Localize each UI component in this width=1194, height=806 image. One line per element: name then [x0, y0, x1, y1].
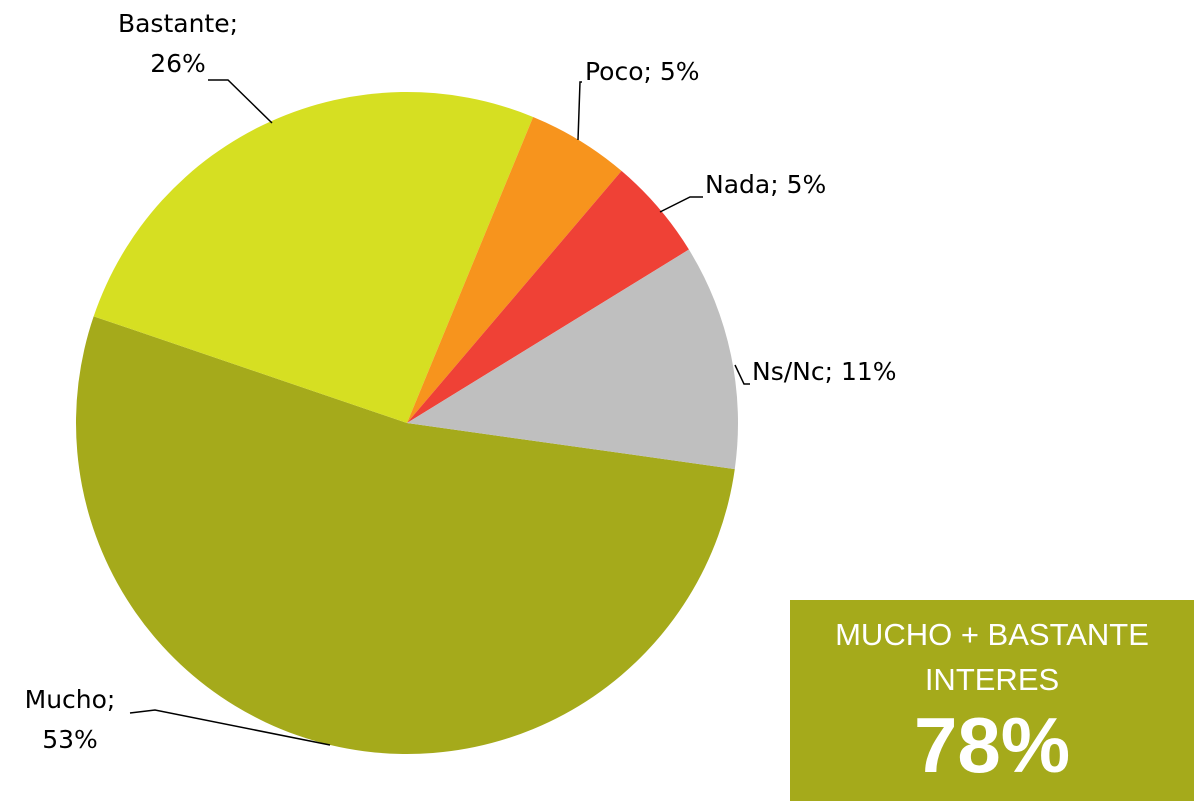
data-label: Mucho; 53%	[25, 685, 116, 754]
data-label-line: Mucho;	[25, 685, 116, 714]
data-label-line: 53%	[42, 725, 98, 754]
callout-line: INTERES	[925, 662, 1059, 697]
pie-slice	[93, 91, 534, 424]
data-label-line: 26%	[150, 49, 206, 78]
leader-line	[208, 79, 273, 124]
data-label: Nada; 5%	[705, 170, 826, 199]
leader-line	[659, 196, 703, 213]
data-label-line: Bastante;	[118, 9, 238, 38]
pie-slice	[407, 249, 738, 470]
callout-box	[790, 600, 1194, 801]
pie-slice	[407, 116, 622, 423]
callout-line: MUCHO + BASTANTE	[835, 617, 1149, 652]
leader-line	[129, 709, 331, 746]
leader-line	[577, 81, 582, 141]
pie-slice	[75, 316, 735, 755]
data-label: Ns/Nc; 11%	[752, 357, 897, 386]
callout-value: 78%	[914, 701, 1070, 789]
callout: MUCHO + BASTANTE INTERES 78%	[790, 600, 1194, 801]
leader-line	[734, 364, 750, 385]
data-label: Bastante; 26%	[118, 9, 238, 78]
data-label: Poco; 5%	[585, 57, 700, 86]
pie-slice	[407, 170, 689, 423]
